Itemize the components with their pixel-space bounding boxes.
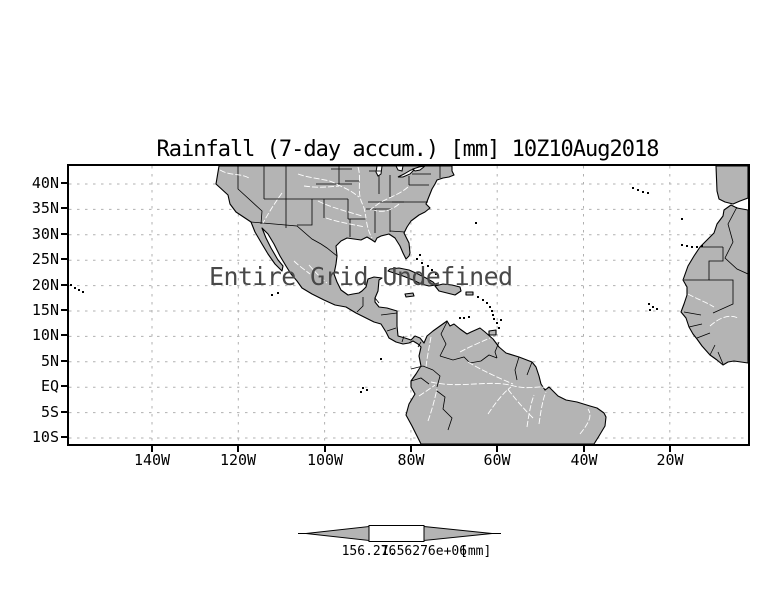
colorbar-min-label: 156.276 <box>341 544 397 559</box>
lat-tick-label: 15N <box>31 301 59 319</box>
lat-tick-label: 5S <box>40 403 59 421</box>
overlay-message: Entire Grid Undefined <box>209 262 513 291</box>
lat-tick-mark <box>61 207 69 209</box>
political-borders <box>237 166 748 431</box>
colorbar-right-triangle <box>423 525 493 542</box>
continents <box>215 166 748 444</box>
lat-tick-label: 25N <box>31 250 59 268</box>
lon-tick-label: 60W <box>483 451 511 469</box>
lat-tick-mark <box>61 182 69 184</box>
lat-tick-mark <box>61 233 69 235</box>
puerto-rico-island <box>465 291 474 296</box>
lat-tick-mark <box>61 334 69 336</box>
colorbar-arrow <box>298 525 501 542</box>
lon-tick-label: 120W <box>219 451 257 469</box>
lat-tick-mark <box>61 436 69 438</box>
basemap <box>69 166 748 444</box>
africa-landmass <box>680 204 748 366</box>
lon-tick-label: 100W <box>306 451 344 469</box>
lat-tick-mark <box>61 284 69 286</box>
lon-tick-mark <box>410 446 412 452</box>
lon-tick-mark <box>669 446 671 452</box>
small-islands <box>70 187 703 393</box>
lat-tick-mark <box>61 411 69 413</box>
lon-tick-label: 140W <box>133 451 171 469</box>
lon-tick-mark <box>583 446 585 452</box>
iberia-landmass <box>715 166 748 205</box>
lon-tick-mark <box>237 446 239 452</box>
colorbar-middle-segment <box>368 525 425 542</box>
rivers <box>219 166 739 435</box>
lat-tick-label: 40N <box>31 174 59 192</box>
lat-tick-mark <box>61 360 69 362</box>
colorbar-left-triangle <box>305 525 370 542</box>
lat-tick-label: 5N <box>40 352 59 370</box>
gridlines <box>69 166 748 444</box>
lat-tick-mark <box>61 385 69 387</box>
lon-tick-label: 20W <box>656 451 684 469</box>
trinidad-island <box>488 329 497 336</box>
plot-title: Rainfall (7-day accum.) [mm] 10Z10Aug201… <box>156 137 659 162</box>
lon-tick-mark <box>151 446 153 452</box>
lon-tick-label: 40W <box>570 451 598 469</box>
lon-tick-mark <box>324 446 326 452</box>
lat-tick-label: 20N <box>31 276 59 294</box>
map-frame <box>67 164 750 446</box>
lat-tick-label: 30N <box>31 225 59 243</box>
great-lakes <box>375 166 426 178</box>
lat-tick-label: EQ <box>40 377 59 395</box>
hispaniola-island <box>434 283 462 296</box>
lat-tick-mark <box>61 258 69 260</box>
colorbar-units-label: [mm] <box>460 544 492 559</box>
lon-tick-mark <box>496 446 498 452</box>
cuba-island <box>387 267 437 287</box>
lat-tick-label: 35N <box>31 199 59 217</box>
lat-tick-label: 10S <box>31 428 59 446</box>
lon-tick-label: 80W <box>397 451 425 469</box>
lat-tick-mark <box>61 309 69 311</box>
americas-landmass <box>215 166 607 444</box>
jamaica-island <box>404 292 415 298</box>
lat-tick-label: 10N <box>31 326 59 344</box>
colorbar-max-label: 1.56276e+06 <box>380 544 468 559</box>
